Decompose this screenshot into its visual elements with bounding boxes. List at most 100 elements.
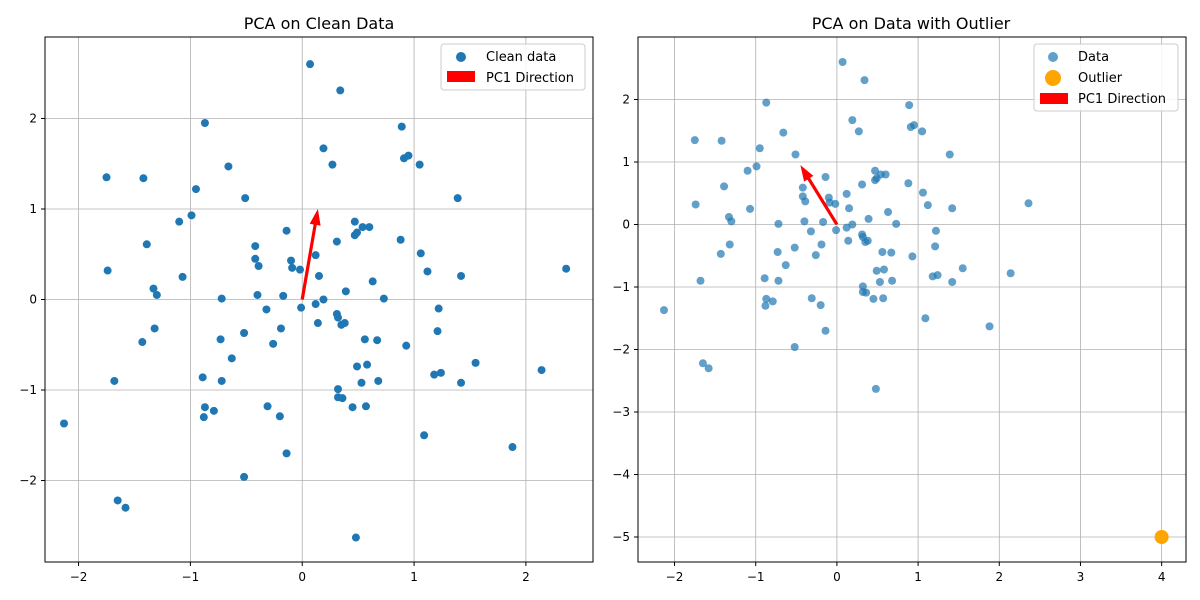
data-point [798, 183, 807, 192]
data-point [923, 201, 932, 210]
data-point [905, 101, 914, 110]
data-point [879, 265, 888, 274]
y-axis-ticks: −5 −4 −3 −2 −1 0 1 2 [612, 93, 638, 544]
data-point [1024, 199, 1033, 208]
data-point [311, 251, 320, 260]
y-tick-label: 2 [622, 93, 630, 107]
data-point [948, 204, 957, 213]
legend-label-data: Data [1078, 50, 1109, 65]
data-point [774, 276, 783, 285]
data-point [227, 354, 236, 363]
data-point [762, 98, 771, 107]
data-point [717, 136, 726, 145]
scatter-points [659, 58, 1033, 393]
outlier-point [1154, 530, 1169, 544]
x-tick-label: 0 [833, 570, 841, 584]
data-point [341, 287, 350, 296]
data-point [760, 274, 769, 283]
data-point [832, 226, 841, 235]
data-point [508, 443, 517, 452]
data-point [858, 282, 867, 291]
data-point [358, 223, 367, 232]
y-tick-label: −1 [19, 383, 37, 397]
x-tick-label: 2 [995, 570, 1003, 584]
data-point [217, 376, 226, 385]
data-point [845, 204, 854, 213]
data-point [457, 378, 466, 387]
data-point [282, 449, 291, 458]
data-point [887, 248, 896, 257]
data-point [768, 297, 777, 306]
data-point [200, 403, 209, 412]
legend-label-pc1: PC1 Direction [486, 71, 574, 86]
y-axis-ticks: −2 −1 0 1 2 [19, 111, 45, 488]
data-point [854, 127, 863, 136]
data-point [918, 127, 927, 136]
data-point [848, 116, 857, 125]
data-point [142, 240, 151, 249]
data-point [113, 496, 122, 505]
data-point [800, 217, 809, 226]
data-point [373, 336, 382, 345]
data-point [716, 249, 725, 258]
data-point [691, 200, 700, 209]
data-point [727, 217, 736, 226]
data-point [368, 277, 377, 286]
data-point [457, 271, 466, 280]
data-point [350, 217, 359, 226]
data-point [315, 271, 323, 280]
outlier-data-chart: PCA on Data with Outlier −2 −1 0 1 2 3 4 −5−4−… [612, 14, 1187, 584]
data-point [690, 136, 699, 145]
data-point [361, 402, 370, 411]
data-point [430, 370, 439, 379]
chart-title: PCA on Data with Outlier [812, 14, 1011, 33]
data-point [199, 413, 208, 422]
y-tick-label: −4 [612, 468, 630, 482]
data-point [297, 303, 306, 312]
data-point [319, 295, 328, 304]
data-point [262, 305, 271, 314]
data-point [350, 231, 359, 240]
data-point [806, 227, 815, 236]
y-tick-label: −1 [612, 280, 630, 294]
data-point [198, 373, 207, 382]
data-point [360, 335, 369, 344]
data-point [931, 242, 940, 251]
data-point [838, 58, 847, 66]
data-point [773, 248, 782, 256]
data-point [175, 217, 184, 226]
data-point [910, 121, 919, 130]
data-point [275, 412, 284, 421]
data-point [416, 249, 425, 258]
data-point [254, 262, 263, 271]
x-tick-label: −2 [666, 570, 684, 584]
data-point [357, 378, 366, 387]
y-tick-label: 1 [622, 155, 630, 169]
data-point [433, 327, 442, 336]
pc1-arrow [800, 165, 839, 226]
grid-lines [45, 37, 593, 562]
data-point [1006, 269, 1015, 278]
data-point [879, 294, 888, 303]
data-point [319, 144, 328, 153]
x-tick-label: −1 [182, 570, 200, 584]
y-tick-label: 2 [29, 111, 37, 125]
grid-lines [638, 37, 1186, 562]
x-tick-label: 4 [1158, 570, 1166, 584]
data-point [746, 204, 755, 213]
pc1-direction-arrow [300, 209, 321, 300]
data-point [904, 179, 913, 188]
data-point [881, 170, 890, 179]
legend-box [440, 43, 586, 91]
x-axis-ticks: −2 −1 0 1 2 [70, 562, 530, 584]
data-point [931, 226, 940, 235]
data-point [353, 362, 362, 371]
legend-marker-pc1 [1040, 93, 1068, 104]
data-point [696, 276, 705, 285]
data-point [334, 385, 343, 394]
data-point [844, 236, 853, 245]
data-point [338, 394, 347, 403]
data-point [263, 402, 272, 411]
data-point [985, 322, 994, 331]
